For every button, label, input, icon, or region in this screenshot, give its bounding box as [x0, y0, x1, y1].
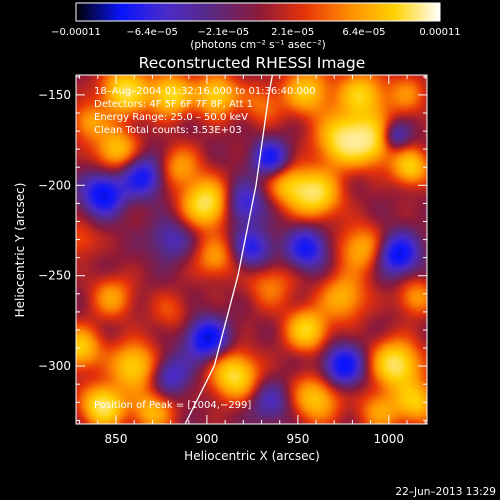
- y-tick-label: −200: [38, 178, 71, 192]
- colorbar-tick-label: −0.00011: [51, 27, 101, 38]
- chart-title: Reconstructed RHESSI Image: [139, 54, 366, 72]
- info-line-energy: Energy Range: 25.0 – 50.0 keV: [94, 112, 248, 123]
- plot-area: 850 900 950 1000 −150 −200 −250 −300 18–Aug–200…: [38, 74, 428, 446]
- colorbar-tick-label: 0.00011: [419, 27, 460, 38]
- info-block: 18–Aug–2004 01:32:16.000 to 01:36:40.000…: [94, 86, 316, 136]
- x-tick-label: 850: [105, 432, 128, 446]
- x-tick-label: 900: [195, 432, 218, 446]
- info-line-detectors: Detectors: 4F 5F 6F 7F 8F, Att 1: [94, 99, 253, 110]
- x-axis-label: Heliocentric X (arcsec): [184, 449, 320, 463]
- y-tick-label: −150: [38, 88, 71, 102]
- solar-limb-curve: [184, 75, 274, 424]
- y-tick-label: −300: [38, 359, 71, 373]
- peak-position-label: Position of Peak = [1004,−299]: [94, 400, 251, 411]
- colorbar-ticks: −0.00011 −6.4e−05 −2.1e−05 2.1e−05 6.4e−05 0.…: [51, 27, 461, 38]
- colorbar-tick-label: −6.4e−05: [126, 27, 178, 38]
- x-tick-label: 1000: [374, 432, 405, 446]
- x-tick-label: 950: [286, 432, 309, 446]
- colorbar: −0.00011 −6.4e−05 −2.1e−05 2.1e−05 6.4e−05 0.…: [51, 2, 461, 51]
- colorbar-tick-label: 2.1e−05: [271, 27, 314, 38]
- info-line-counts: Clean Total counts: 3.53E+03: [94, 125, 242, 136]
- footer-timestamp: 22–Jun–2013 13:29: [395, 486, 496, 498]
- y-tick-label: −250: [38, 269, 71, 283]
- plot-frame: [75, 74, 428, 425]
- colorbar-tick-label: 6.4e−05: [342, 27, 385, 38]
- colorbar-gradient: [75, 2, 441, 22]
- colorbar-tick-label: −2.1e−05: [198, 27, 250, 38]
- colorbar-unit-label: (photons cm⁻² s⁻¹ asec⁻²): [190, 39, 325, 51]
- axis-ticks: 850 900 950 1000 −150 −200 −250 −300: [38, 75, 427, 446]
- info-line-time: 18–Aug–2004 01:32:16.000 to 01:36:40.000: [94, 86, 316, 97]
- heatmap-image: [76, 75, 427, 424]
- y-axis-label: Heliocentric Y (arcsec): [13, 183, 27, 318]
